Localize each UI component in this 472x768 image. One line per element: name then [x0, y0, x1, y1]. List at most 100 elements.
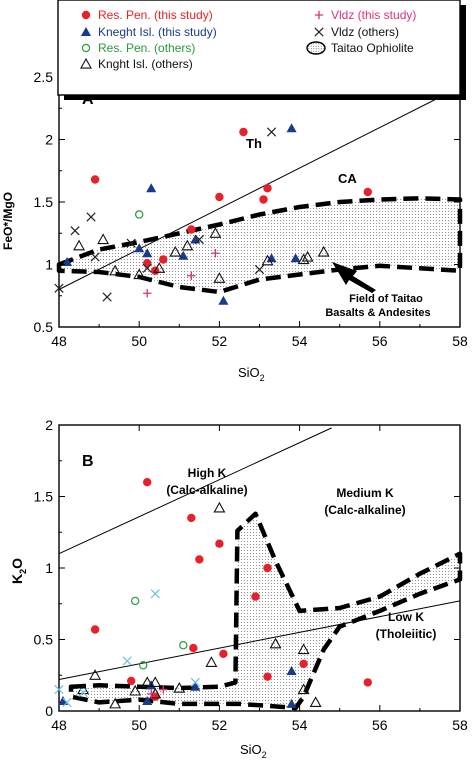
panel-a-point-res-pen-others-0 [134, 210, 144, 219]
panel-a-point-res-pen-this-study-6 [239, 127, 248, 137]
panel-b-point-res-pen-this-study-8 [219, 649, 228, 658]
panel-a-x-tick-label-0: 48 [51, 333, 67, 349]
panel-a-point-knght-isl-others-10 [297, 253, 310, 265]
panel-b-point-vldz-this-study-0 [147, 689, 156, 699]
legend-symbol-res-pen-others [81, 43, 91, 53]
panel-a-y-tick-label-3: 2 [45, 132, 53, 148]
legend-label-vldz-this-study: Vldz (this study) [331, 8, 416, 22]
panel-b-point-vldz-others-3 [122, 656, 132, 666]
panel-a-point-kneght-isl-this-study-7 [266, 253, 277, 263]
panel-a-point-vldz-others-0 [54, 283, 64, 293]
panel-a-point-vldz-this-study-1 [187, 271, 196, 280]
panel-a-point-knght-isl-others-4 [153, 262, 166, 273]
panel-a-point-kneght-isl-this-study-4 [178, 250, 189, 260]
panel-b-point-kneght-isl-this-study-3 [190, 681, 201, 691]
panel-a-lines-layer [58, 86, 461, 290]
panel-b-point-knght-isl-others-9 [213, 501, 226, 513]
legend-label-vldz-others: Vldz (others) [331, 25, 399, 39]
panel-b-point-res-pen-others-2 [179, 641, 188, 650]
panel-b-point-knght-isl-others-4 [141, 676, 154, 687]
panel-a-point-knght-isl-others-12 [317, 245, 330, 257]
panel-b-point-kneght-isl-this-study-0 [57, 695, 69, 706]
panel-b-boundary-line-0 [58, 427, 332, 555]
medium-k-sublabel: (Calc-alkaline) [324, 503, 405, 517]
panel-a-point-kneght-isl-this-study-2 [142, 248, 153, 258]
panel-b-point-res-pen-this-study-1 [126, 676, 136, 686]
legend-label-res-pen-this-study: Res. Pen. (this study) [98, 8, 213, 22]
panel-a-point-res-pen-this-study-1 [143, 259, 152, 268]
panel-b-boundary-line-1 [58, 600, 461, 681]
panel-a-point-knght-isl-others-6 [181, 239, 194, 251]
panel-b-point-knght-isl-others-2 [109, 697, 122, 709]
legend-label-res-pen-others: Res. Pen. (others) [98, 41, 195, 55]
panel-a-x-tick-label-4: 56 [372, 333, 388, 349]
panel-b-point-knght-isl-others-13 [309, 696, 322, 708]
panel-b-point-res-pen-this-study-3 [151, 692, 160, 701]
field-pointer-arrow [332, 262, 376, 293]
legend-symbol-res-pen-this-study [81, 10, 91, 20]
high-k-label: High K [188, 466, 227, 480]
panel-b-point-vldz-others-4 [150, 589, 160, 599]
panel-b-point-res-pen-this-study-7 [215, 539, 224, 548]
legend-label-taitao-ophiolite: Taitao Ophiolite [331, 41, 414, 55]
panel-b-point-knght-isl-others-1 [89, 669, 102, 680]
panel-a-y-tick-label-1: 1 [45, 257, 53, 273]
panel-a-point-vldz-this-study-2 [211, 249, 220, 258]
low-k-label: Low K [388, 610, 424, 624]
panel-a-point-vldz-others-2 [86, 212, 96, 222]
panel-b-x-tick-label-4: 56 [372, 717, 388, 733]
panel-b-x-tick-label-3: 54 [292, 717, 308, 733]
panel-b-point-vldz-others-5 [190, 677, 200, 688]
low-k-sublabel: (Tholeiitic) [376, 627, 437, 641]
legend-symbol-vldz-others [314, 27, 324, 37]
panel-a-point-kneght-isl-this-study-0 [61, 256, 73, 267]
panel-b-x-axis-subscript: 2 [262, 750, 267, 760]
legend-symbol-taitao-ophiolite [306, 41, 326, 55]
panel-a-x-axis-label: SiO2 [238, 365, 265, 383]
panel-b-point-knght-isl-others-7 [173, 681, 186, 693]
panel-a-y-axis-title: FeO*/MgO [1, 192, 15, 250]
legend-label-knght-isl-others: Knght Isl. (others) [98, 57, 193, 71]
panel-a-point-res-pen-this-study-8 [263, 184, 272, 193]
panel-b-y-tick-label-1: 0.5 [34, 632, 54, 648]
panel-a-point-res-pen-this-study-4 [187, 225, 196, 234]
legend-label-kneght-isl-this-study: Kneght Isl. (this study) [98, 25, 217, 39]
panel-b-x-tick-label-2: 52 [212, 717, 228, 733]
panel-a-x-tick-label-1: 50 [131, 333, 147, 349]
panel-b-point-res-pen-others-1 [139, 661, 148, 670]
panel-a-point-knght-isl-others-2 [109, 264, 122, 276]
panel-b-x-tick-label-0: 48 [51, 717, 67, 733]
panel-a-point-kneght-isl-this-study-3 [146, 183, 157, 193]
panel-b-y-tick-label-3: 1.5 [34, 489, 54, 505]
panel-b-point-knght-isl-others-8 [205, 656, 218, 667]
high-k-sublabel: (Calc-alkaline) [166, 483, 247, 497]
panel-a-point-knght-isl-others-7 [209, 227, 222, 238]
panel-b-y-tick-label-4: 2 [45, 417, 53, 433]
panel-a-point-res-pen-this-study-0 [90, 175, 100, 184]
panel-b-point-vldz-others-1 [62, 697, 72, 708]
panel-a-point-knght-isl-others-8 [213, 272, 226, 283]
panel-b-ticks-layer: 48 50 52 54 56 58 0 0.5 1 1.5 2 [34, 417, 468, 733]
panel-a-point-vldz-others-1 [70, 226, 80, 236]
panel-a-point-vldz-others-8 [254, 264, 265, 275]
panel-a-points-layer [54, 123, 372, 305]
panel-b-point-kneght-isl-this-study-5 [286, 665, 297, 675]
panel-a-x-axis-text: SiO [238, 365, 260, 380]
panel-b-point-vldz-others-2 [78, 687, 88, 698]
panel-b-point-knght-isl-others-3 [129, 684, 142, 696]
panel-a-boundary-line-0 [58, 86, 461, 290]
panel-a-point-vldz-others-9 [266, 127, 277, 137]
panel-b-point-res-pen-this-study-11 [263, 672, 272, 681]
legend: Res. Pen. (this study) Kneght Isl. (this… [57, 0, 466, 100]
panel-b-x-tick-label-1: 50 [131, 717, 147, 733]
panel-b-point-knght-isl-others-5 [149, 676, 162, 687]
panel-a-point-kneght-isl-this-study-6 [218, 295, 229, 305]
panel-a-region-layer [56, 196, 463, 295]
panel-a-x-tick-label-3: 54 [292, 333, 308, 349]
panel-a-x-axis-subscript: 2 [260, 373, 265, 383]
panel-b-point-res-pen-this-study-2 [143, 478, 152, 487]
panel-a-field-label-1: Field of Taitao [349, 293, 423, 305]
panel-b-point-res-pen-this-study-9 [251, 592, 260, 601]
